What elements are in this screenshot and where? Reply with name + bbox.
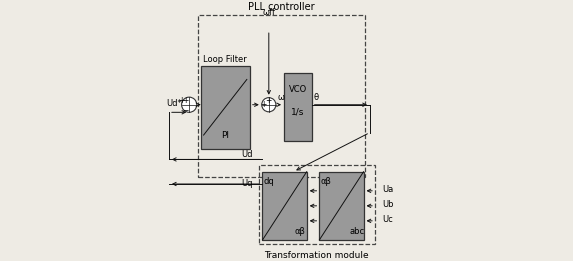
Text: αβ: αβ [295,227,306,236]
Text: Uq: Uq [241,180,252,188]
Text: ω: ω [278,93,285,102]
Text: Ud: Ud [241,150,252,159]
Text: −: − [182,106,188,115]
Text: Loop Filter: Loop Filter [203,55,247,64]
Text: abc: abc [350,227,365,236]
Text: Transformation module: Transformation module [265,251,369,260]
Text: Ud*: Ud* [166,99,182,108]
Bar [319,172,364,240]
Text: +: + [260,100,266,109]
Text: +: + [178,96,185,105]
Circle shape [262,98,276,112]
Bar [284,73,312,141]
Text: 1/s: 1/s [291,108,305,117]
Text: +: + [182,96,188,105]
Bar [201,66,250,149]
Text: Uc: Uc [382,215,393,224]
Text: Ua: Ua [382,185,393,194]
Text: θ: θ [314,93,319,102]
Text: Ub: Ub [382,200,394,209]
Bar [262,172,307,240]
Text: PI: PI [221,130,229,140]
Text: PLL controller: PLL controller [248,2,315,13]
Text: VCO: VCO [289,85,307,94]
Bar [198,15,365,177]
Text: ωff: ωff [262,8,275,17]
Bar [258,165,375,244]
Circle shape [182,97,197,112]
Text: dq: dq [264,177,274,186]
Text: αβ: αβ [320,177,331,186]
Text: +: + [266,96,272,105]
